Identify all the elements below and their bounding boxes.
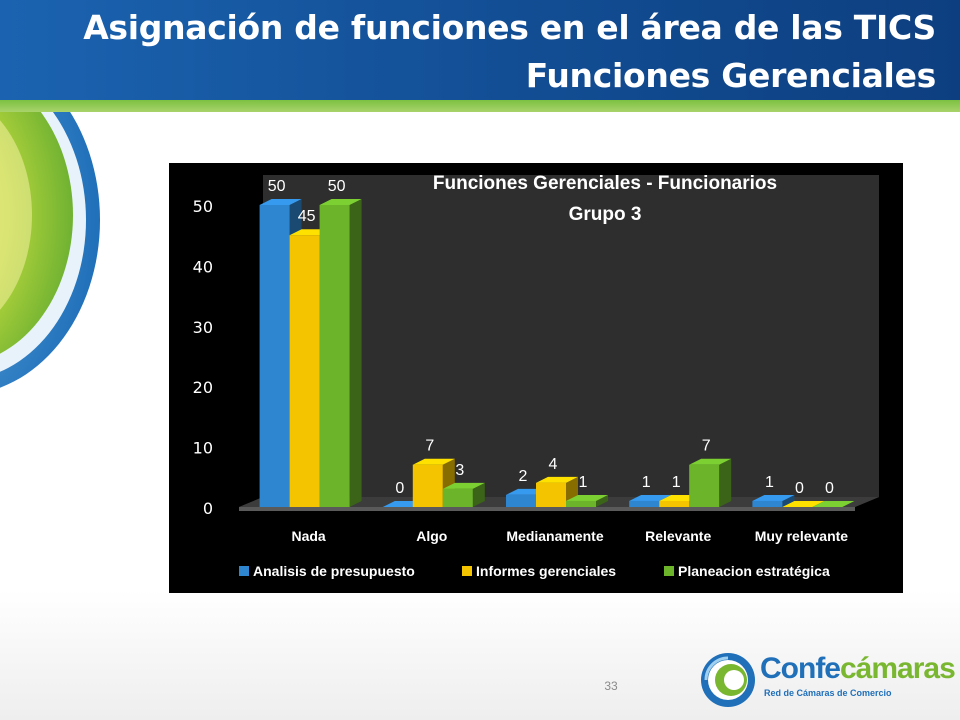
x-tick-label: Nada — [291, 528, 325, 544]
logo-tagline: Red de Cámaras de Comercio — [764, 688, 892, 698]
bar-top — [259, 199, 302, 205]
y-tick-label: 10 — [193, 439, 213, 458]
data-label: 50 — [328, 178, 346, 195]
chart-back-wall — [239, 175, 879, 507]
legend-label: Informes gerenciales — [476, 563, 616, 579]
bar — [442, 488, 473, 507]
data-label: 1 — [672, 474, 681, 491]
bar-side — [472, 482, 485, 507]
legend-swatch — [239, 566, 249, 576]
x-tick-label: Muy relevante — [755, 528, 849, 544]
data-label: 4 — [549, 456, 558, 473]
data-label: 1 — [642, 474, 651, 491]
bar-side — [596, 494, 608, 507]
bar-top — [782, 501, 825, 507]
data-label: 3 — [455, 462, 464, 479]
logo-word-part1: Confe — [760, 652, 841, 685]
data-label: 0 — [795, 480, 804, 497]
legend-swatch — [462, 566, 472, 576]
x-tick-label: Relevante — [645, 528, 711, 544]
bar-top — [536, 476, 578, 483]
chart-container: 0 10 20 30 40 50 50 45 50 Nada 0 7 3 Algo 2 4 1 Medianame… — [169, 163, 903, 593]
x-tick-label: Medianamente — [506, 528, 603, 544]
data-label: 50 — [268, 178, 286, 195]
bar-chart: 01020304050504550Nada073Algo241Medianame… — [193, 173, 879, 579]
data-label: 2 — [519, 468, 528, 485]
y-tick-label: 20 — [193, 378, 213, 397]
bar — [752, 500, 783, 507]
chart-floor-edge — [239, 507, 855, 511]
data-label: 7 — [702, 438, 711, 455]
bar-top — [752, 494, 795, 501]
confecamaras-logo: Confecámaras Red de Cámaras de Comercio — [698, 650, 956, 710]
logo-swirl-icon — [701, 653, 755, 707]
data-label: 1 — [579, 474, 588, 491]
bar-side — [719, 458, 732, 507]
legend-label: Planeacion estratégica — [678, 563, 830, 579]
header-band — [0, 0, 960, 104]
bar-side — [782, 494, 795, 507]
data-label: 0 — [395, 480, 404, 497]
chart-title: Funciones Gerenciales - Funcionarios — [433, 173, 777, 194]
data-label: 45 — [298, 208, 316, 225]
header-accent-stripe — [0, 100, 960, 112]
bar — [629, 500, 660, 507]
bar — [566, 500, 596, 507]
bar-side — [349, 199, 362, 507]
x-tick-label: Algo — [416, 528, 447, 544]
decorative-orb — [0, 52, 100, 388]
bar-top — [629, 494, 672, 501]
page-number: 33 — [604, 679, 618, 693]
logo-wordmark: Confecámaras — [760, 652, 956, 686]
y-tick-label: 0 — [203, 499, 213, 518]
logo-word-part2: cámaras — [840, 652, 956, 685]
slide-subtitle: Funciones Gerenciales — [525, 56, 937, 95]
bar-top — [319, 199, 362, 205]
chart-subtitle: Grupo 3 — [569, 204, 642, 225]
y-tick-label: 40 — [193, 257, 213, 276]
bar — [506, 494, 536, 507]
legend-label: Analisis de presupuesto — [253, 563, 415, 579]
bar — [259, 205, 290, 507]
bar — [319, 205, 350, 507]
bar — [689, 464, 720, 507]
bar — [412, 464, 443, 507]
bar — [536, 482, 566, 507]
data-label: 7 — [425, 438, 434, 455]
slide-title: Asignación de funciones en el área de la… — [83, 8, 936, 47]
data-label: 0 — [825, 480, 834, 497]
bar — [659, 500, 690, 507]
y-tick-label: 30 — [193, 318, 213, 337]
data-label: 1 — [765, 474, 774, 491]
legend-swatch — [664, 566, 674, 576]
bar-top — [412, 458, 455, 465]
y-tick-label: 50 — [193, 197, 213, 216]
bar-top — [689, 458, 732, 465]
bar-top — [566, 494, 608, 501]
bar — [289, 235, 320, 507]
bar-top — [812, 501, 855, 507]
bar-top — [442, 482, 485, 489]
